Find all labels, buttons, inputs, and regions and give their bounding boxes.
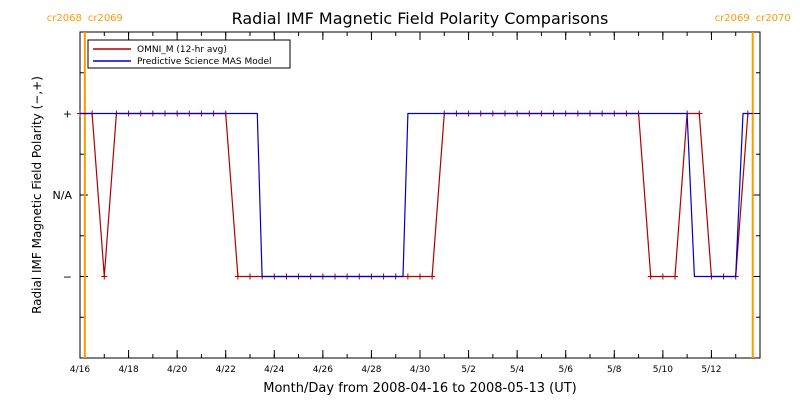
data-point-marker [417, 273, 423, 280]
data-point-marker [429, 273, 436, 280]
carrington-label-left: cr2068 [47, 13, 82, 24]
x-tick-label: 5/6 [558, 365, 573, 375]
data-point-marker [672, 273, 678, 280]
legend-box [87, 39, 291, 69]
x-tick-label: 4/28 [361, 365, 381, 375]
series-line-mas [80, 112, 753, 278]
x-tick-label: 4/26 [313, 365, 333, 375]
y-tick-label: N/A [53, 189, 73, 202]
data-point-marker [234, 273, 241, 280]
series-layer [77, 110, 753, 280]
x-tick-label: 5/12 [701, 365, 721, 375]
x-tick-label: 5/2 [461, 365, 475, 375]
y-tick-label: + [63, 108, 72, 121]
x-axis-ticks: 4/16 4/18 4/20 4/22 4/24 4/26 4/28 4/30 5/2 5/4 5/… [70, 32, 761, 375]
x-tick-label: 4/30 [410, 365, 430, 375]
legend: OMNI_M (12-hr avg) Predictive Science MA… [87, 39, 291, 69]
carrington-label-left: cr2069 [715, 13, 750, 24]
x-tick-label: 4/18 [118, 365, 138, 375]
chart-title: Radial IMF Magnetic Field Polarity Compa… [232, 9, 609, 28]
x-tick-label: 5/4 [510, 365, 525, 375]
y-axis-label: Radial IMF Magnetic Field Polarity (−,+) [30, 76, 44, 314]
y-tick-label: − [63, 271, 72, 284]
carrington-label-right: cr2069 [88, 13, 123, 24]
legend-label-omni: OMNI_M (12-hr avg) [137, 45, 227, 55]
data-point-marker [696, 110, 703, 117]
data-point-marker [247, 273, 253, 280]
x-tick-label: 4/24 [264, 365, 284, 375]
carrington-markers: cr2068 cr2069 cr2069 cr2070 [47, 13, 791, 358]
data-point-marker [647, 273, 654, 280]
x-tick-label: 4/20 [167, 365, 187, 375]
x-tick-label: 4/22 [216, 365, 236, 375]
x-tick-label: 4/16 [70, 365, 90, 375]
data-point-marker [404, 273, 411, 280]
data-point-marker [101, 273, 108, 280]
x-tick-label: 5/8 [607, 365, 622, 375]
carrington-label-right: cr2070 [756, 13, 791, 24]
legend-label-mas: Predictive Science MAS Model [137, 57, 272, 67]
data-point-marker [659, 273, 666, 280]
x-axis-label: Month/Day from 2008-04-16 to 2008-05-13 … [263, 381, 576, 396]
x-tick-label: 5/10 [653, 365, 673, 375]
